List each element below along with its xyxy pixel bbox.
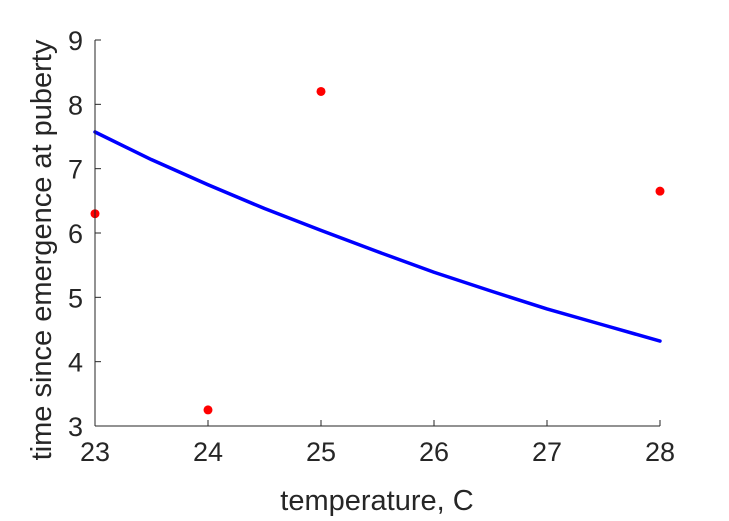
x-tick-label: 26 bbox=[419, 437, 449, 467]
x-tick-label: 28 bbox=[645, 437, 675, 467]
x-axis-label: temperature, C bbox=[280, 485, 473, 517]
y-tick-label: 9 bbox=[68, 26, 83, 56]
plot-area bbox=[90, 86, 665, 415]
x-tick-label: 27 bbox=[532, 437, 562, 467]
y-tick-label: 8 bbox=[68, 90, 83, 120]
axes: 23 24 25 26 27 28 3 4 5 6 7 8 9 bbox=[68, 26, 675, 467]
x-tick-label: 25 bbox=[306, 437, 336, 467]
y-axis-label: time since emergence at puberty bbox=[26, 39, 58, 460]
data-point bbox=[655, 186, 665, 196]
y-tick-label: 4 bbox=[68, 348, 83, 378]
x-tick-label: 24 bbox=[193, 437, 223, 467]
x-tick-label: 23 bbox=[80, 437, 110, 467]
y-tick-label: 6 bbox=[68, 219, 83, 249]
data-point bbox=[203, 405, 213, 415]
data-point bbox=[316, 86, 326, 96]
fit-curve-line bbox=[93, 130, 662, 343]
y-tick-label: 3 bbox=[68, 412, 83, 442]
y-tick-label: 7 bbox=[68, 155, 83, 185]
y-tick-label: 5 bbox=[68, 283, 83, 313]
